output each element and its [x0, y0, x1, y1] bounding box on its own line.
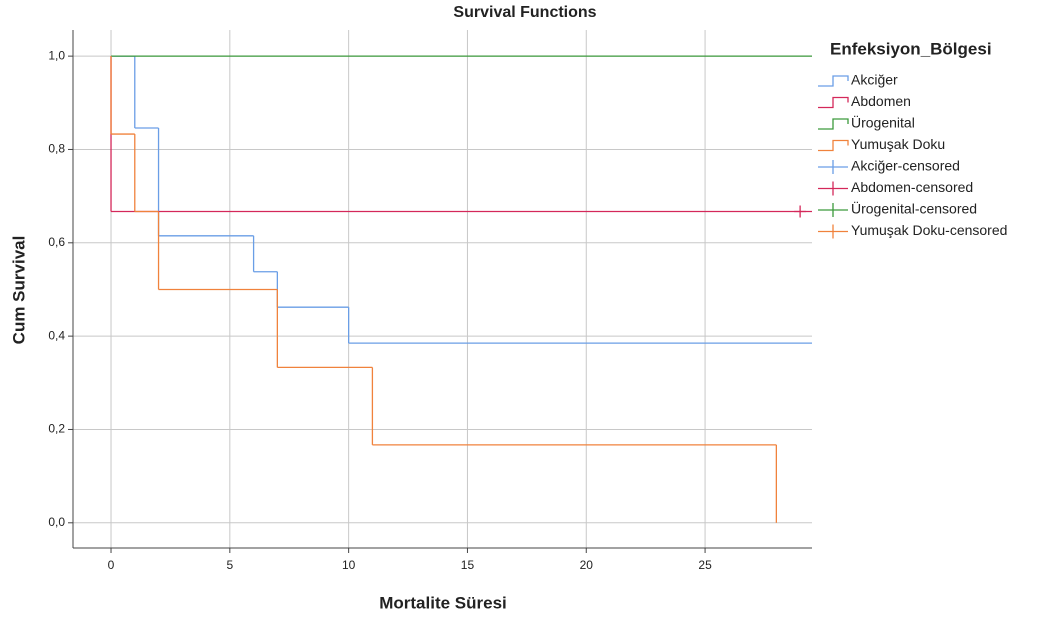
legend-label: Akciğer-censored — [851, 158, 960, 174]
x-tick-label: 25 — [698, 558, 712, 572]
legend-swatch — [818, 118, 849, 130]
legend-label: Ürogenital — [851, 114, 915, 131]
x-tick-label: 15 — [461, 558, 475, 572]
legend-swatch — [818, 139, 849, 152]
x-tick-label: 20 — [580, 558, 594, 572]
legend-title: Enfeksiyon_Bölgesi — [830, 39, 992, 58]
x-tick-label: 0 — [108, 558, 115, 572]
y-axis-label: Cum Survival — [9, 236, 28, 345]
legend-swatch — [818, 160, 848, 174]
censor-mark — [794, 205, 807, 218]
legend-swatch — [818, 75, 849, 87]
legend-label: Ürogenital-censored — [851, 200, 977, 217]
legend-label: Yumuşak Doku-censored — [851, 222, 1007, 238]
legend-label: Yumuşak Doku — [851, 136, 945, 152]
y-tick-label: 0,4 — [48, 328, 65, 342]
x-tick-label: 5 — [226, 558, 233, 572]
legend-label: Abdomen-censored — [851, 179, 973, 195]
y-tick-label: 0,0 — [48, 515, 65, 529]
y-tick-label: 0,2 — [48, 422, 65, 436]
legend-label: Abdomen — [851, 93, 911, 109]
y-tick-label: 0,8 — [48, 142, 65, 156]
y-tick-label: 1,0 — [48, 48, 65, 62]
chart-title: Survival Functions — [453, 4, 596, 21]
y-tick-label: 0,6 — [48, 235, 65, 249]
legend-swatch — [818, 203, 848, 217]
legend-swatch — [818, 224, 848, 239]
legend-label: Akciğer — [851, 72, 898, 88]
legend-swatch — [818, 96, 849, 109]
legend-swatch — [818, 181, 848, 196]
x-axis-label: Mortalite Süresi — [379, 593, 507, 612]
x-tick-label: 10 — [342, 558, 356, 572]
